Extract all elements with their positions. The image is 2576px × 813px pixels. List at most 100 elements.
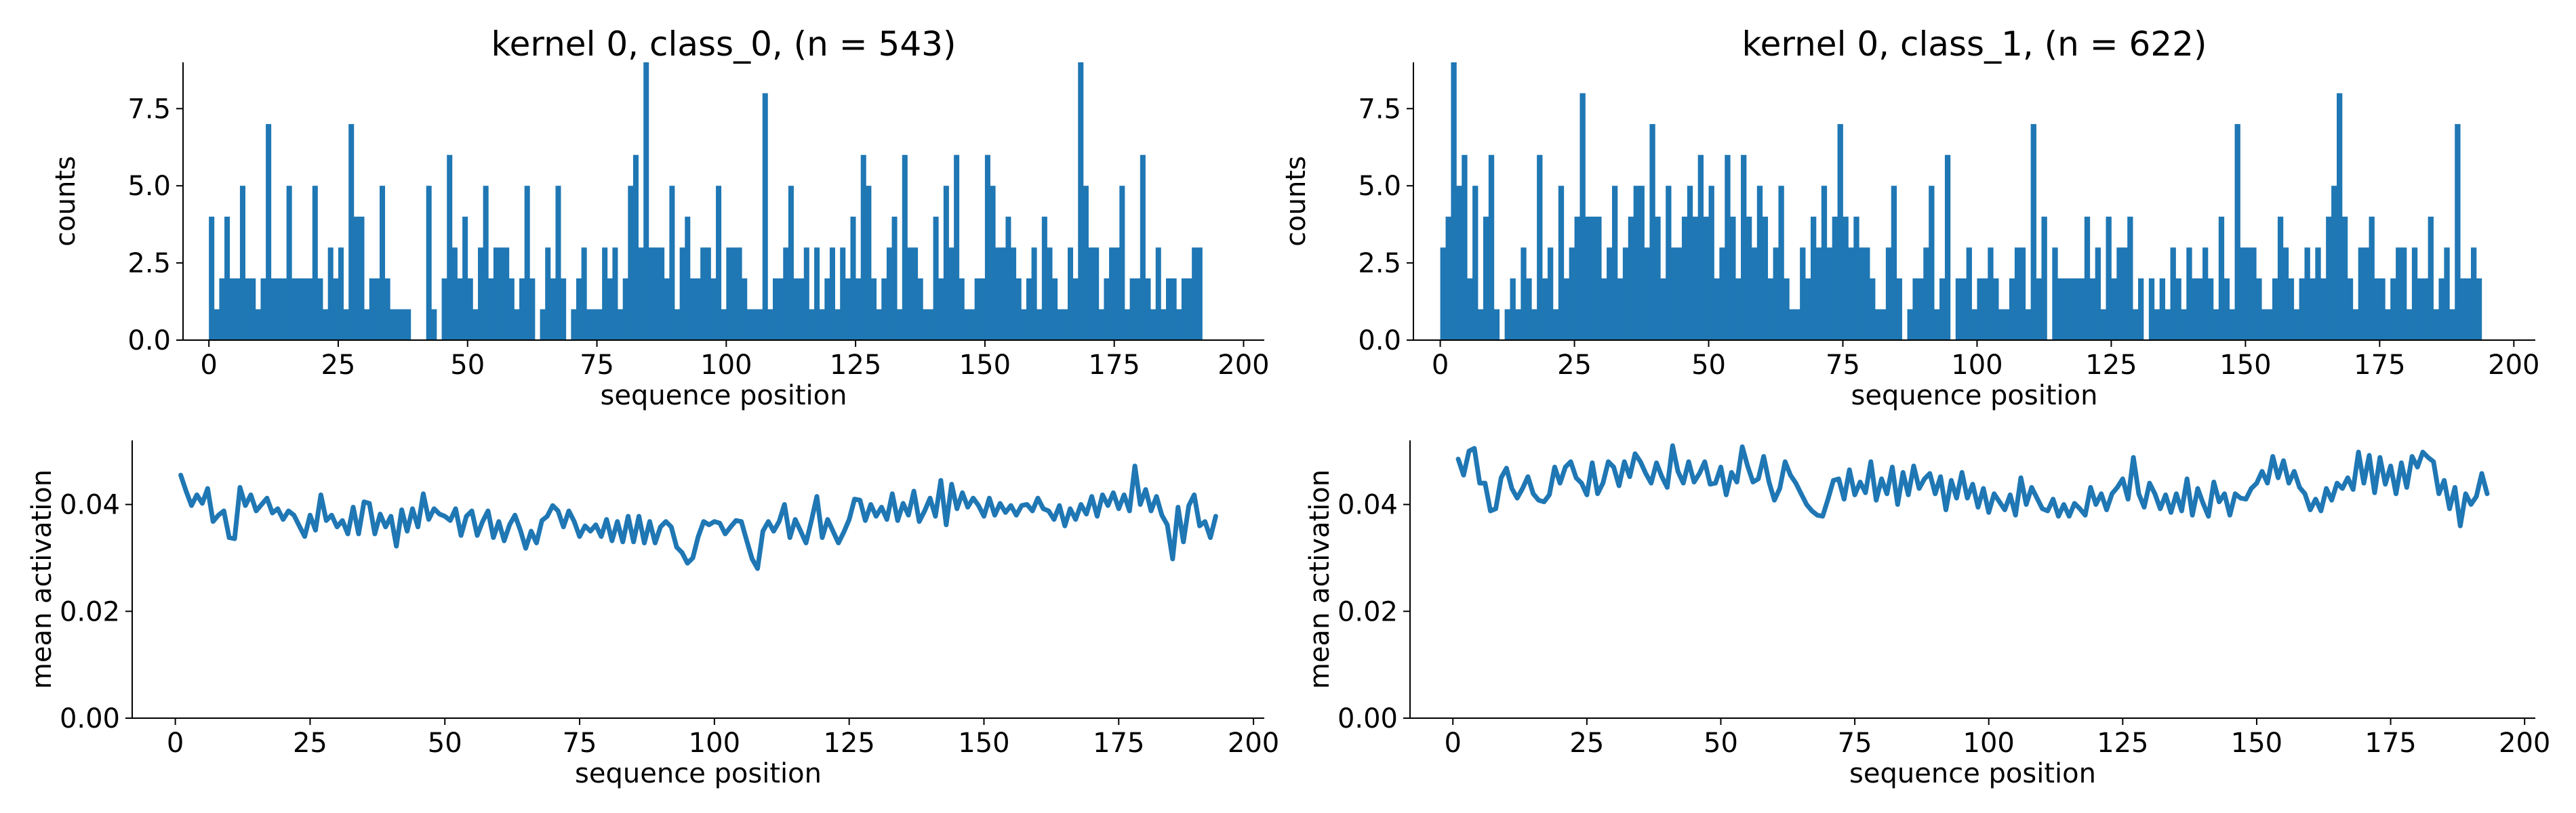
histogram-panel-class-0-bar-43 [431,309,437,340]
histogram-panel-class-1-bar-184 [2428,216,2434,340]
histogram-panel-class-1-bar-138 [2181,309,2187,340]
histogram-panel-class-0-bar-48 [457,278,463,340]
histogram-panel-class-1-bar-71 [1821,186,1828,340]
histogram-panel-class-1-bar-163 [2315,247,2321,340]
histogram-panel-class-0-bar-87 [659,247,665,340]
histogram-panel-class-1-bar-132 [2148,278,2155,340]
histogram-panel-class-0-bar-132 [891,216,898,340]
histogram-panel-class-0-bar-176 [1119,186,1125,340]
histogram-panel-class-0-bar-28 [353,216,359,340]
histogram-panel-class-0-bar-84 [643,62,649,340]
histogram-panel-class-1-bar-33 [1617,278,1624,340]
histogram-panel-class-1-bar-35 [1628,216,1634,340]
histogram-panel-class-1-y-axis-label: counts [1281,156,1312,247]
histogram-panel-class-1-bar-149 [2240,247,2246,340]
histogram-panel-class-1-bar-3 [1456,186,1462,340]
histogram-panel-class-0-bar-82 [632,154,639,340]
histogram-panel-class-1-bar-48 [1697,154,1704,340]
histogram-panel-class-1-bar-98 [1966,247,1972,340]
histogram-panel-class-0-bar-76 [602,247,608,340]
histogram-panel-class-1-bar-174 [2374,278,2380,340]
histogram-panel-class-1-bar-178 [2396,247,2402,340]
histogram-panel-class-0-bar-124 [850,216,856,340]
histogram-panel-class-0-bar-154 [1005,216,1011,340]
histogram-panel-class-1-bar-169 [2347,278,2354,340]
histogram-panel-class-0-bar-0 [209,216,215,340]
histogram-panel-class-0-bar-105 [752,309,758,340]
histogram-panel-class-1-bar-110 [2030,124,2036,340]
histogram-panel-class-0-bar-164 [1057,309,1063,340]
histogram-panel-class-0-bar-18 [302,278,308,340]
line-panel-class-1-x-axis-label: sequence position [1849,758,2096,789]
histogram-panel-class-0-bar-163 [1052,278,1058,340]
histogram-panel-class-1-x-tick-label: 175 [2354,350,2405,381]
histogram-panel-class-1-bar-137 [2175,278,2181,340]
histogram-panel-class-1-bar-46 [1687,186,1693,340]
histogram-panel-class-1-bar-47 [1692,216,1699,340]
line-panel-class-1-series-line [1455,443,2490,528]
histogram-panel-class-0-bar-104 [746,309,752,340]
histogram-panel-class-0-bar-85 [648,247,654,340]
histogram-panel-class-1-bar-57 [1746,216,1752,340]
histogram-panel-class-1-bar-44 [1676,247,1683,340]
histogram-panel-class-1-y-tick-label: 0.0 [1358,325,1401,356]
histogram-panel-class-0-x-tick-label: 200 [1217,350,1269,381]
histogram-panel-class-1-bar-112 [2041,216,2047,340]
line-panel-class-1-x-tick-label: 75 [1838,728,1872,759]
line-panel-class-1-y-tick-label: 0.04 [1337,490,1398,521]
histogram-panel-class-1-bar-186 [2438,278,2444,340]
histogram-panel-class-0-bar-120 [829,247,835,340]
histogram-panel-class-0-bar-191 [1196,247,1203,340]
histogram-panel-class-1-y-tick-label: 2.5 [1358,248,1401,279]
histogram-panel-class-0-bar-183 [1155,247,1161,340]
histogram-panel-class-1-bar-12 [1504,309,1510,340]
histogram-panel-class-1-bar-26 [1579,93,1586,341]
histogram-panel-class-0-bar-106 [757,309,763,340]
histogram-panel-class-1-bar-36 [1633,186,1639,340]
histogram-panel-class-0-bar-74 [591,309,597,340]
histogram-panel-class-0-bar-131 [886,247,892,340]
histogram-panel-class-0-bar-122 [840,247,846,340]
histogram-panel-class-1-bar-45 [1681,216,1688,340]
histogram-panel-class-1-bar-73 [1832,216,1838,340]
histogram-panel-class-1-bar-41 [1660,278,1666,340]
histogram-panel-class-1-bar-123 [2100,309,2106,340]
histogram-panel-class-0-y-tick-label: 0.0 [127,325,171,356]
histogram-panel-class-0-bar-102 [736,247,742,340]
histogram-panel-class-0-bar-34 [384,278,390,340]
histogram-panel-class-0-bar-151 [990,186,996,340]
histogram-panel-class-0-bar-79 [618,309,624,340]
histogram-panel-class-1-bar-89 [1918,278,1924,340]
histogram-panel-class-1-bar-139 [2186,247,2192,340]
histogram-panel-class-0-bar-167 [1072,278,1079,340]
histogram-panel-class-1-bar-93 [1939,278,1946,340]
histogram-panel-class-0-bar-150 [984,154,990,340]
histogram-panel-class-1-bar-70 [1815,247,1822,340]
histogram-panel-class-1-bar-126 [2116,247,2122,340]
histogram-panel-class-1-bar-116 [2063,278,2069,340]
histogram-panel-class-1-bar-53 [1725,154,1731,340]
histogram-panel-class-1-bar-82 [1880,309,1887,340]
line-panel-class-0-x-axis-label: sequence position [575,758,822,789]
histogram-panel-class-0-bar-52 [478,247,484,340]
histogram-panel-class-0-bar-141 [938,278,944,340]
histogram-panel-class-0-bar-157 [1021,309,1027,340]
histogram-panel-class-1-y-tick-label: 5.0 [1358,171,1401,202]
histogram-panel-class-0-bar-91 [679,247,685,340]
histogram-panel-class-0-x-tick-label: 75 [580,350,614,381]
histogram-panel-class-0-bar-111 [783,247,789,340]
histogram-panel-class-0-bar-19 [307,278,313,340]
histogram-panel-class-1-bar-165 [2326,216,2332,340]
histogram-panel-class-0-bar-108 [767,309,773,340]
histogram-panel-class-0-bar-97 [710,278,717,340]
histogram-panel-class-0-bar-169 [1083,186,1089,340]
line-panel-class-0-series-line [178,463,1218,571]
histogram-panel-class-0-bar-136 [912,247,919,340]
line-panel-class-1-x-tick-label: 25 [1569,728,1604,759]
line-panel-class-0-x-tick-label: 0 [167,728,184,759]
histogram-panel-class-0-x-tick-label: 125 [830,350,881,381]
histogram-panel-class-1-bar-43 [1671,247,1677,340]
histogram-panel-class-0-x-tick-label: 175 [1089,350,1140,381]
histogram-panel-class-1-bar-78 [1859,247,1865,340]
histogram-panel-class-1-bar-117 [2068,278,2074,340]
